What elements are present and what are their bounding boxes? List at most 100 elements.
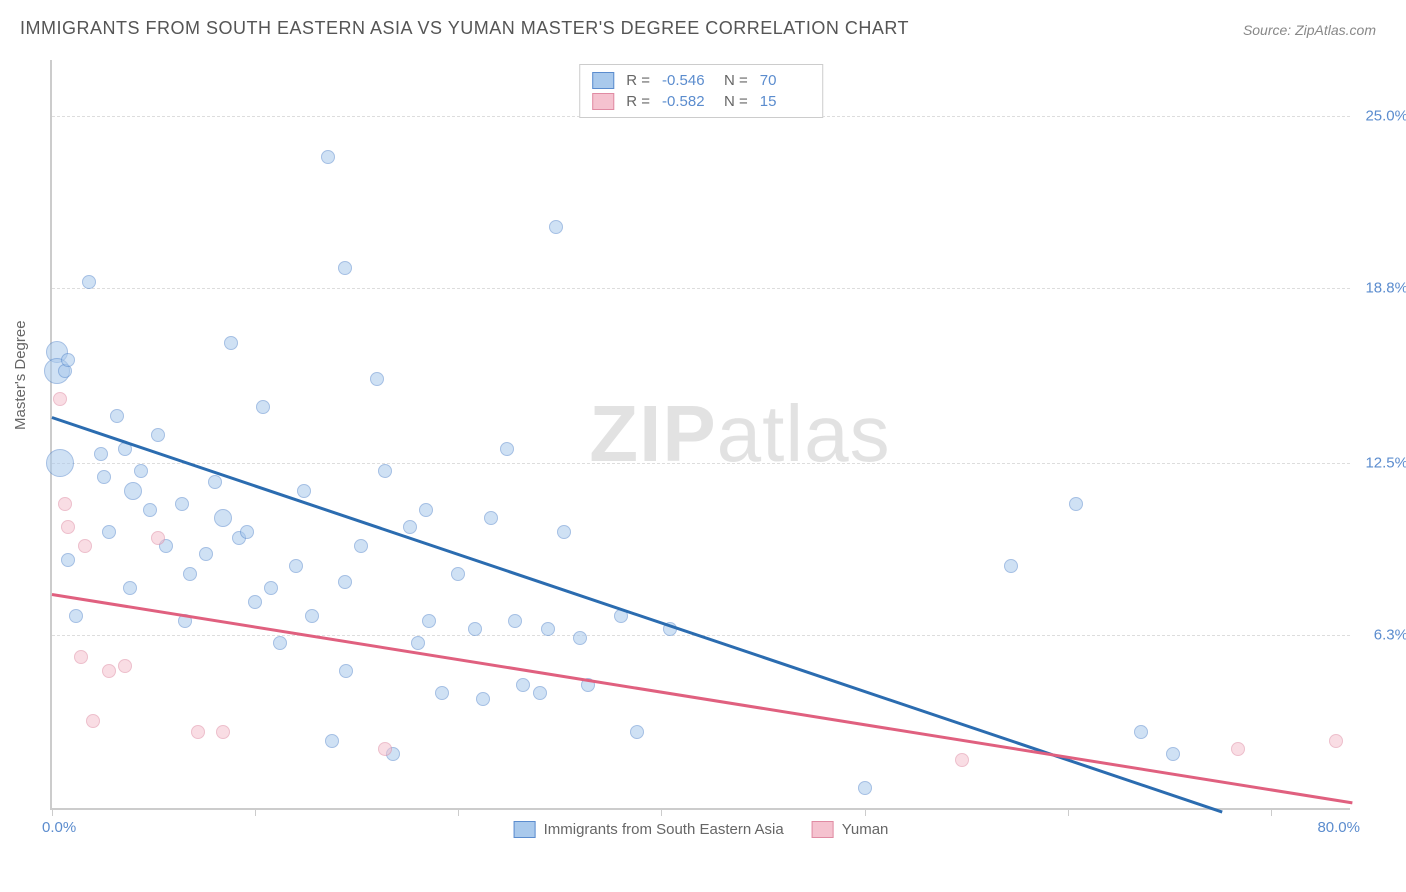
data-point <box>123 581 137 595</box>
n-label: N = <box>724 72 748 89</box>
data-point <box>1329 734 1343 748</box>
correlation-legend: R = -0.546 N = 70 R = -0.582 N = 15 <box>579 64 823 118</box>
y-tick-label: 18.8% <box>1365 279 1406 296</box>
legend-row-series2: R = -0.582 N = 15 <box>592 91 810 112</box>
data-point <box>858 781 872 795</box>
data-point <box>325 734 339 748</box>
data-point <box>557 525 571 539</box>
data-point <box>422 614 436 628</box>
legend-swatch-series2 <box>812 821 834 838</box>
data-point <box>549 220 563 234</box>
y-tick-label: 12.5% <box>1365 454 1406 471</box>
r-value-series1: -0.546 <box>662 72 712 89</box>
data-point <box>61 520 75 534</box>
data-point <box>74 650 88 664</box>
data-point <box>419 503 433 517</box>
watermark-rest: atlas <box>717 389 891 478</box>
data-point <box>124 482 142 500</box>
data-point <box>338 575 352 589</box>
watermark-bold: ZIP <box>589 389 716 478</box>
r-value-series2: -0.582 <box>662 93 712 110</box>
x-tick <box>52 808 53 816</box>
data-point <box>476 692 490 706</box>
legend-swatch-series2 <box>592 93 614 110</box>
data-point <box>1134 725 1148 739</box>
data-point <box>78 539 92 553</box>
data-point <box>46 449 74 477</box>
data-point <box>151 428 165 442</box>
legend-item-series2: Yuman <box>812 821 889 838</box>
x-axis-min-label: 0.0% <box>42 819 76 836</box>
data-point <box>289 559 303 573</box>
n-value-series1: 70 <box>760 72 810 89</box>
n-label: N = <box>724 93 748 110</box>
data-point <box>1166 747 1180 761</box>
legend-swatch-series1 <box>514 821 536 838</box>
data-point <box>451 567 465 581</box>
data-point <box>61 353 75 367</box>
data-point <box>143 503 157 517</box>
data-point <box>175 497 189 511</box>
data-point <box>102 664 116 678</box>
trend-line-series2 <box>52 593 1352 804</box>
x-tick <box>1271 808 1272 816</box>
data-point <box>411 636 425 650</box>
data-point <box>191 725 205 739</box>
data-point <box>630 725 644 739</box>
data-point <box>403 520 417 534</box>
y-axis-label: Master's Degree <box>12 320 29 430</box>
data-point <box>1231 742 1245 756</box>
data-point <box>508 614 522 628</box>
data-point <box>224 336 238 350</box>
data-point <box>97 470 111 484</box>
data-point <box>134 464 148 478</box>
data-point <box>484 511 498 525</box>
data-point <box>264 581 278 595</box>
data-point <box>214 509 232 527</box>
data-point <box>1069 497 1083 511</box>
legend-item-series1: Immigrants from South Eastern Asia <box>514 821 784 838</box>
data-point <box>500 442 514 456</box>
data-point <box>216 725 230 739</box>
x-tick <box>255 808 256 816</box>
data-point <box>321 150 335 164</box>
data-point <box>110 409 124 423</box>
data-point <box>58 497 72 511</box>
r-label: R = <box>626 93 650 110</box>
data-point <box>208 475 222 489</box>
legend-row-series1: R = -0.546 N = 70 <box>592 70 810 91</box>
data-point <box>61 553 75 567</box>
data-point <box>69 609 83 623</box>
y-tick-label: 25.0% <box>1365 107 1406 124</box>
data-point <box>378 464 392 478</box>
data-point <box>573 631 587 645</box>
data-point <box>240 525 254 539</box>
y-tick-label: 6.3% <box>1374 627 1406 644</box>
data-point <box>339 664 353 678</box>
data-point <box>305 609 319 623</box>
data-point <box>1004 559 1018 573</box>
legend-label-series1: Immigrants from South Eastern Asia <box>544 821 784 838</box>
data-point <box>435 686 449 700</box>
series-legend: Immigrants from South Eastern Asia Yuman <box>514 821 889 838</box>
data-point <box>370 372 384 386</box>
data-point <box>94 447 108 461</box>
data-point <box>533 686 547 700</box>
data-point <box>53 392 67 406</box>
data-point <box>378 742 392 756</box>
data-point <box>86 714 100 728</box>
data-point <box>151 531 165 545</box>
data-point <box>82 275 96 289</box>
data-point <box>955 753 969 767</box>
data-point <box>338 261 352 275</box>
legend-swatch-series1 <box>592 72 614 89</box>
data-point <box>273 636 287 650</box>
data-point <box>468 622 482 636</box>
x-axis-max-label: 80.0% <box>1317 819 1360 836</box>
data-point <box>199 547 213 561</box>
grid-line <box>52 288 1350 289</box>
data-point <box>118 659 132 673</box>
data-point <box>183 567 197 581</box>
watermark: ZIPatlas <box>589 388 890 480</box>
n-value-series2: 15 <box>760 93 810 110</box>
